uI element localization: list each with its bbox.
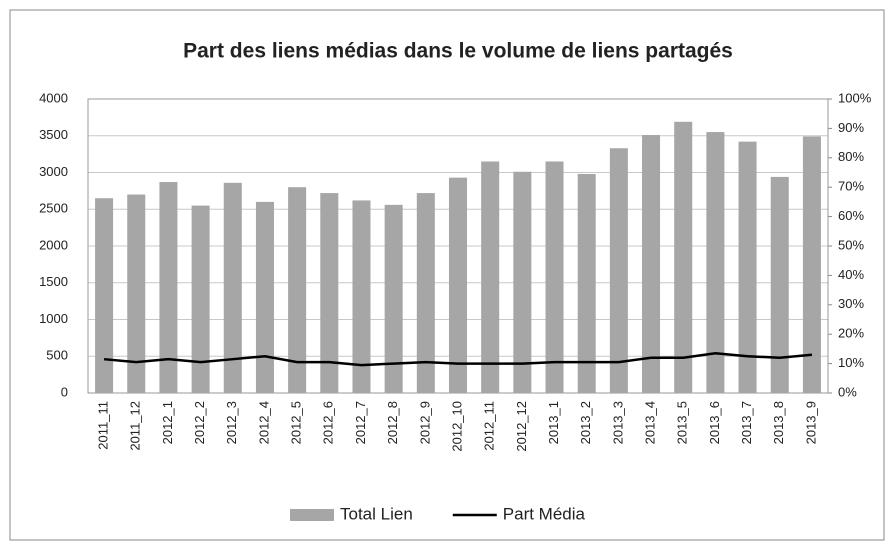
y2-tick-label: 20% bbox=[838, 326, 864, 341]
x-tick-label: 2012_4 bbox=[256, 401, 271, 444]
bar bbox=[320, 193, 339, 393]
bar bbox=[609, 148, 628, 393]
bar bbox=[448, 177, 468, 393]
y2-tick-label: 10% bbox=[838, 355, 864, 370]
legend-label: Part Média bbox=[503, 504, 586, 523]
bar bbox=[191, 205, 210, 393]
y-tick-label: 3000 bbox=[39, 164, 68, 179]
y-tick-label: 3500 bbox=[39, 127, 68, 142]
x-tick-label: 2012_1 bbox=[160, 401, 175, 444]
y2-tick-label: 80% bbox=[838, 149, 864, 164]
y-tick-label: 2000 bbox=[39, 237, 68, 252]
bar bbox=[770, 176, 789, 393]
y2-tick-label: 40% bbox=[838, 267, 864, 282]
x-tick-label: 2012_11 bbox=[482, 401, 497, 451]
x-tick-label: 2013_4 bbox=[642, 401, 657, 444]
bar bbox=[545, 161, 564, 393]
x-tick-label: 2012_2 bbox=[192, 401, 207, 444]
bar bbox=[738, 141, 757, 393]
bar bbox=[802, 136, 821, 394]
y2-tick-label: 30% bbox=[838, 296, 864, 311]
x-tick-label: 2013_7 bbox=[739, 401, 754, 444]
x-tick-label: 2012_6 bbox=[321, 401, 336, 444]
bar bbox=[513, 171, 532, 393]
bar bbox=[706, 132, 725, 393]
x-tick-label: 2012_7 bbox=[353, 401, 368, 444]
bar bbox=[255, 201, 274, 393]
bar bbox=[288, 187, 307, 393]
y-tick-label: 1500 bbox=[39, 274, 68, 289]
x-tick-label: 2013_9 bbox=[803, 401, 818, 444]
y-tick-label: 500 bbox=[46, 348, 68, 363]
bar bbox=[159, 182, 178, 393]
x-tick-label: 2012_10 bbox=[449, 401, 464, 452]
x-tick-label: 2012_5 bbox=[289, 401, 304, 444]
x-tick-label: 2013_8 bbox=[771, 401, 786, 444]
bar bbox=[674, 121, 693, 393]
y-tick-label: 1000 bbox=[39, 311, 68, 326]
y-tick-label: 2500 bbox=[39, 201, 68, 216]
legend-label: Total Lien bbox=[340, 504, 413, 523]
bar bbox=[642, 135, 661, 393]
y2-tick-label: 0% bbox=[838, 384, 857, 399]
x-tick-label: 2013_5 bbox=[675, 401, 690, 444]
x-tick-label: 2013_1 bbox=[546, 401, 561, 444]
legend-swatch bbox=[290, 509, 334, 521]
y2-tick-label: 90% bbox=[838, 120, 864, 135]
bar bbox=[481, 161, 500, 393]
x-tick-label: 2013_3 bbox=[610, 401, 625, 444]
chart-title: Part des liens médias dans le volume de … bbox=[183, 40, 733, 63]
x-tick-label: 2012_3 bbox=[224, 401, 239, 444]
y-tick-label: 4000 bbox=[39, 90, 68, 105]
bar bbox=[223, 182, 242, 393]
line bbox=[103, 352, 813, 367]
x-tick-label: 2013_2 bbox=[578, 401, 593, 444]
y2-tick-label: 60% bbox=[838, 208, 864, 223]
x-tick-label: 2013_6 bbox=[707, 401, 722, 444]
x-tick-label: 2011_11 bbox=[96, 401, 111, 450]
bar bbox=[416, 193, 435, 393]
chart-border bbox=[9, 9, 885, 541]
bar bbox=[384, 204, 403, 393]
bar bbox=[352, 200, 371, 393]
y2-tick-label: 50% bbox=[838, 237, 864, 252]
x-tick-label: 2012_12 bbox=[514, 401, 529, 452]
x-tick-label: 2012_8 bbox=[385, 401, 400, 444]
bar bbox=[577, 173, 596, 393]
y-tick-label: 0 bbox=[61, 384, 68, 399]
bar bbox=[127, 194, 146, 393]
bar bbox=[95, 198, 114, 393]
y2-tick-label: 70% bbox=[838, 179, 864, 194]
x-tick-label: 2011_12 bbox=[128, 401, 143, 451]
x-tick-label: 2012_9 bbox=[417, 401, 432, 444]
y2-tick-label: 100% bbox=[838, 90, 872, 105]
